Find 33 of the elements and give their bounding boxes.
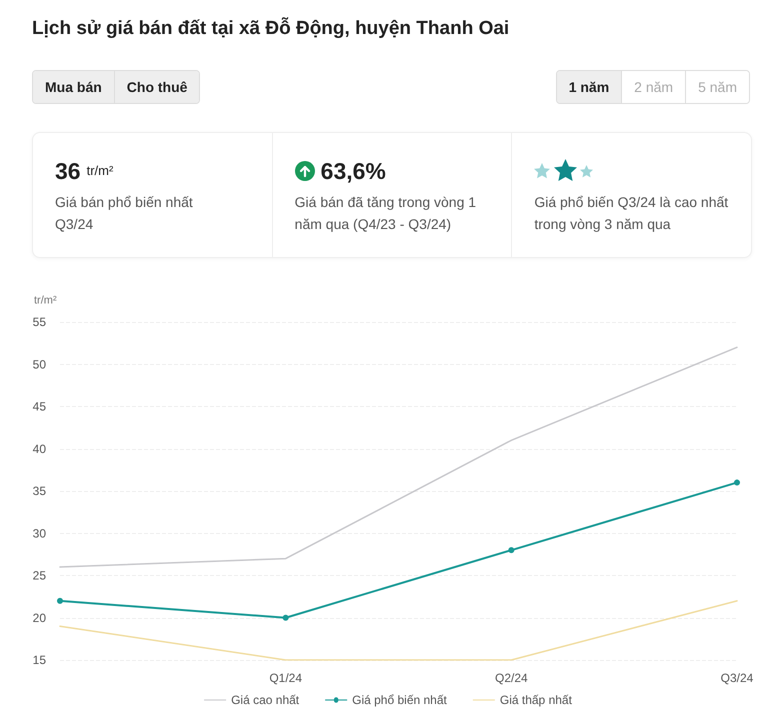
text: 1 năm bbox=[556, 71, 622, 103]
x-tick-label: Q3/24 bbox=[720, 671, 754, 685]
text: 63,6% bbox=[320, 158, 386, 184]
y-tick-label: 40 bbox=[32, 442, 46, 456]
text: tr/m² bbox=[86, 162, 114, 180]
y-tick-label: 45 bbox=[32, 400, 46, 414]
text: 2 năm bbox=[621, 71, 686, 103]
point bbox=[282, 614, 289, 621]
text: Giá phổ biến Q3/24 là cao nhất trong vòng 3 năm qua bbox=[534, 193, 730, 234]
y-tick-label: 25 bbox=[32, 568, 46, 582]
text: Cho thuê bbox=[114, 71, 200, 103]
text: 36 bbox=[55, 158, 81, 184]
y-tick-label: 15 bbox=[32, 653, 46, 667]
y-tick-label: 55 bbox=[32, 315, 46, 329]
line-series bbox=[59, 346, 738, 568]
legend-label: Giá cao nhất bbox=[231, 693, 300, 707]
point bbox=[508, 547, 514, 554]
text: Mua bán bbox=[33, 71, 114, 103]
x-tick-label: Q2/24 bbox=[494, 671, 528, 685]
y-axis-title: tr/m² bbox=[34, 294, 57, 306]
legend-label: Giá thấp nhất bbox=[500, 693, 573, 707]
legend-label: Giá phổ biến nhất bbox=[352, 693, 448, 707]
x-tick-label: Q1/24 bbox=[269, 671, 302, 685]
point bbox=[57, 598, 63, 604]
y-tick-label: 35 bbox=[32, 484, 46, 498]
text: 5 năm bbox=[685, 71, 749, 103]
text: Giá bán phổ biến nhất Q3/24 bbox=[55, 193, 194, 234]
y-tick-label: 20 bbox=[32, 610, 46, 625]
y-tick-label: 50 bbox=[32, 357, 46, 372]
chart-title: Lịch sử giá bán đất tại xã Đỗ Động, huyện Thanh Oai bbox=[32, 18, 510, 40]
point bbox=[734, 480, 740, 486]
text: Giá bán đã tăng trong vòng 1 năm qua (Q4/23 - Q3/24) bbox=[294, 193, 478, 234]
y-tick-label: 30 bbox=[32, 526, 46, 540]
